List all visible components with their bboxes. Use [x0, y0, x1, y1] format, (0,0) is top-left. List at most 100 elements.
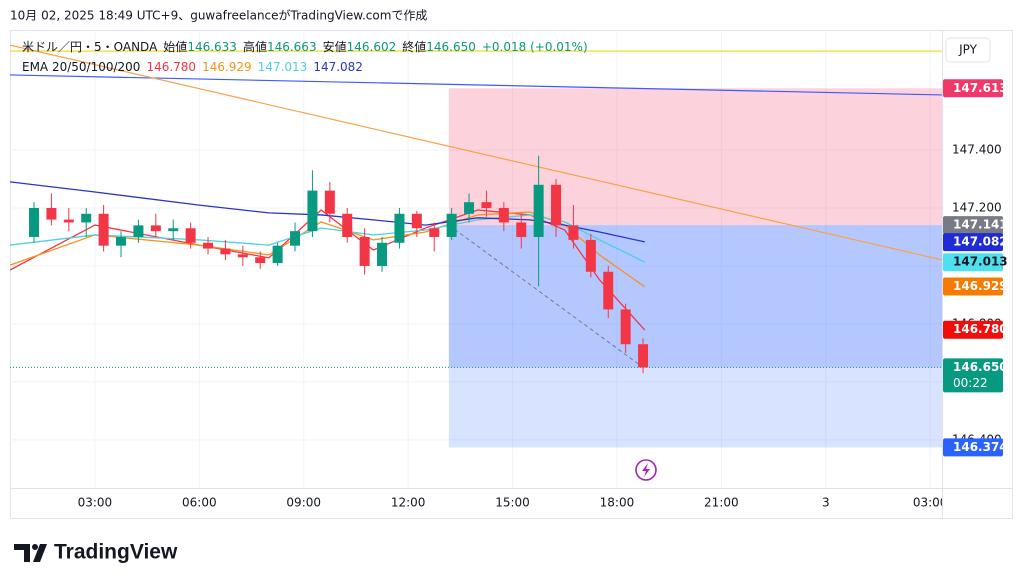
price-label	[943, 320, 1003, 339]
y-tick-label: 147.200	[952, 200, 1002, 214]
target-zone	[448, 367, 942, 448]
countdown: 00:22	[953, 376, 988, 390]
candle-body	[81, 213, 92, 223]
candle-body	[498, 207, 509, 223]
price-label-text: 147.613	[953, 81, 1008, 95]
price-label-text: 146.650	[953, 360, 1008, 374]
price-label	[943, 216, 1003, 235]
candle-body	[359, 236, 370, 266]
candle-body	[516, 222, 527, 237]
price-label	[943, 233, 1003, 252]
currency[interactable]: JPY	[958, 43, 978, 57]
x-tick-label: 09:00	[286, 496, 321, 510]
candle-body	[394, 213, 405, 243]
stop-zone	[448, 88, 942, 226]
price-label-text: 146.780	[953, 322, 1008, 336]
candle-body	[203, 242, 214, 249]
y-tick-label: 147.400	[952, 143, 1002, 157]
currency-button[interactable]	[945, 37, 991, 63]
legend-item: 146.780	[146, 60, 196, 74]
axes: 147.400147.200147.000146.800146.600146.4…	[10, 30, 1012, 518]
legend-item: 高値	[243, 39, 267, 54]
alert-icon[interactable]	[635, 459, 657, 481]
price-label-text: 147.013	[953, 255, 1008, 269]
candle-body	[29, 207, 40, 237]
candle-body	[411, 213, 422, 229]
candle-body	[290, 231, 301, 246]
legend-item: 146.650	[426, 40, 476, 54]
legend-item: 147.013	[258, 60, 308, 74]
caption: 10月 02, 2025 18:49 UTC+9、guwafreelanceがT…	[10, 8, 427, 23]
logo	[14, 544, 47, 562]
legend-item: 146.663	[267, 40, 317, 54]
profit-zone	[448, 225, 942, 368]
legend-item: 146.633	[187, 40, 237, 54]
price-label	[943, 438, 1003, 457]
candle-body	[638, 344, 649, 368]
price-label	[943, 79, 1003, 98]
candle-body	[533, 184, 544, 237]
candle-body	[307, 190, 318, 232]
price-label-text: 146.374	[953, 440, 1008, 454]
trend-line	[10, 74, 942, 96]
legend-item: 米ドル／円・5・OANDA	[22, 40, 158, 54]
grid	[10, 30, 942, 488]
legend-row: EMA 20/50/100/200 146.780 146.929 147.013 14…	[22, 60, 363, 74]
x-tick-label: 03:00	[78, 496, 113, 510]
candle-body	[98, 213, 109, 246]
candle-body	[255, 257, 266, 264]
legend-row: 米ドル／円・5・OANDA 始値146.633 高値146.663 安値146.602…	[22, 39, 588, 54]
candle-body	[481, 202, 492, 208]
candle-body	[168, 228, 179, 232]
candle-body	[185, 228, 196, 243]
x-tick-label: 03:00	[913, 496, 948, 510]
candle-body	[551, 184, 562, 226]
x-tick-label: 12:00	[391, 496, 426, 510]
legend-item: 147.082	[313, 60, 363, 74]
legend-item: +0.018 (+0.01%)	[482, 40, 588, 54]
x-tick-label: 06:00	[182, 496, 217, 510]
candle-body	[585, 239, 596, 272]
x-tick-label: 18:00	[600, 496, 635, 510]
legend-item: EMA 20/50/100/200	[22, 60, 140, 74]
price-label	[943, 253, 1003, 272]
entry-to-price	[448, 224, 644, 368]
candle-body	[446, 213, 457, 237]
candle-body	[272, 245, 283, 264]
price-label-text: 146.929	[953, 279, 1008, 293]
trend-line	[10, 44, 942, 261]
candle-body	[220, 248, 231, 255]
legend-item: 146.929	[202, 60, 252, 74]
x-tick-label: 3	[822, 496, 830, 510]
candle-body	[603, 271, 614, 310]
candle-body	[568, 225, 579, 240]
candle-body	[133, 225, 144, 237]
legend-item: 安値	[323, 39, 347, 54]
price-label-text: 147.141	[953, 218, 1008, 232]
candle-body	[46, 207, 57, 220]
candle-body	[237, 254, 248, 258]
legend-item: 始値	[163, 39, 187, 54]
price-label	[943, 358, 1003, 393]
x-tick-label: 21:00	[704, 496, 739, 510]
candle-body	[324, 190, 335, 214]
candle-body	[150, 225, 161, 232]
brand: TradingView	[54, 541, 178, 564]
legend-item: 終値	[402, 39, 426, 54]
chart-frame	[10, 30, 1013, 519]
candle-body	[63, 219, 74, 223]
candle-body	[377, 242, 388, 266]
candle-body	[342, 213, 353, 237]
candle-body	[116, 236, 127, 246]
candle-body	[429, 228, 440, 237]
price-label	[943, 277, 1003, 296]
legend-item: 146.602	[347, 40, 397, 54]
candles	[29, 155, 649, 374]
x-tick-label: 15:00	[495, 496, 530, 510]
candle-body	[620, 309, 631, 345]
position-tool	[10, 88, 942, 448]
legend: 米ドル／円・5・OANDA 始値146.633 高値146.663 安値146.602…	[22, 39, 588, 74]
price-label-text: 147.082	[953, 235, 1008, 249]
